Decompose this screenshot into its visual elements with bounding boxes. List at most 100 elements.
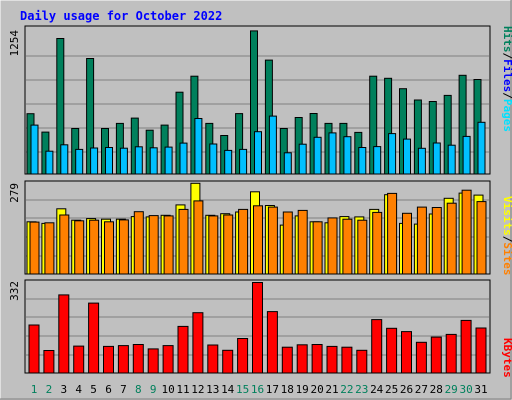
sites-bar	[89, 219, 100, 275]
files-bar	[358, 147, 367, 175]
legend-pages: Pages	[501, 99, 512, 132]
kbytes-bar	[252, 282, 263, 374]
day-label: 6	[105, 383, 112, 396]
sites-bar	[461, 189, 472, 275]
sites-bar	[253, 205, 263, 275]
files-bar	[373, 146, 382, 175]
kbytes-bar	[58, 294, 70, 374]
day-label: 15	[236, 383, 249, 396]
sites-bar	[74, 220, 85, 275]
sites-bar	[238, 208, 249, 275]
day-label: 17	[266, 383, 279, 396]
kbytes-bar	[445, 333, 457, 374]
kbytes-bar	[386, 327, 398, 374]
files-bar	[477, 121, 486, 175]
files-bar	[75, 148, 84, 175]
day-label: 22	[340, 383, 353, 396]
y-max-label-hits: 1254	[8, 30, 21, 57]
sites-bar	[327, 217, 338, 275]
files-bar	[462, 135, 471, 175]
legend-hits-files-pages: Hits/Files/Pages	[501, 26, 512, 132]
day-label: 13	[206, 383, 219, 396]
files-bar	[60, 144, 69, 175]
sites-bar	[193, 200, 204, 275]
day-label: 7	[120, 383, 127, 396]
kbytes-bar	[326, 345, 338, 374]
kbytes-bar	[296, 344, 308, 374]
x-axis-day-labels: 1 2 3 4 5 6 7 8 9 10 11 12 13 14 15 16 17 18 19 20 21 22 23 24 2…	[31, 383, 488, 396]
day-label: 4	[75, 383, 82, 396]
kbytes-bar	[162, 345, 174, 374]
files-bar	[105, 147, 113, 175]
sites-bar	[282, 211, 293, 275]
files-bar	[239, 148, 248, 175]
bars-layer	[26, 30, 487, 374]
kbytes-bar	[73, 345, 85, 374]
files-bar	[328, 132, 337, 175]
day-label: 11	[176, 383, 189, 396]
kbytes-bar	[311, 344, 323, 374]
kbytes-bar	[356, 349, 368, 374]
day-label: 28	[430, 383, 443, 396]
files-bar	[432, 142, 441, 175]
sites-bar	[297, 209, 308, 275]
sites-bar	[208, 215, 219, 275]
y-max-label-visits: 279	[8, 183, 21, 203]
sites-bar	[357, 219, 368, 275]
files-bar	[119, 147, 128, 175]
hits-bar	[56, 38, 65, 175]
legend-separator: /	[501, 92, 512, 99]
sites-bar	[312, 221, 323, 275]
sites-bar	[476, 201, 487, 275]
files-bar	[179, 142, 188, 175]
day-label: 23	[355, 383, 368, 396]
legend-hits: Hits	[501, 26, 512, 53]
files-bar	[417, 147, 426, 175]
day-label: 24	[370, 383, 384, 396]
sites-bar	[133, 211, 144, 275]
day-label: 27	[415, 383, 428, 396]
kbytes-bar	[415, 341, 427, 374]
day-label: 8	[135, 383, 142, 396]
sites-bar	[431, 207, 442, 275]
sites-bar	[387, 192, 398, 275]
sites-bar	[59, 214, 70, 275]
kbytes-bar	[401, 331, 412, 374]
files-bar	[90, 147, 99, 175]
files-bar	[194, 118, 203, 175]
sites-bar	[118, 219, 129, 275]
files-bar	[209, 143, 218, 175]
files-bar	[388, 133, 397, 175]
kbytes-bar	[475, 327, 487, 374]
kbytes-bar	[28, 324, 40, 374]
sites-bar	[372, 211, 383, 275]
sites-bar	[223, 214, 234, 275]
day-label: 5	[90, 383, 97, 396]
files-bar	[403, 138, 411, 175]
kbytes-bar	[266, 311, 278, 374]
kbytes-bar	[88, 302, 100, 374]
chart-title: Daily usage for October 2022	[20, 9, 222, 23]
legend-separator: /	[501, 236, 512, 243]
sites-bar	[416, 206, 427, 275]
sites-bar	[44, 222, 55, 275]
day-label: 29	[445, 383, 458, 396]
day-label: 31	[474, 383, 487, 396]
files-bar	[298, 143, 307, 175]
files-bar	[134, 146, 143, 175]
kbytes-bar	[103, 345, 114, 374]
kbytes-bar	[371, 319, 383, 374]
kbytes-bar	[430, 336, 442, 374]
kbytes-bar	[147, 348, 159, 374]
day-label: 25	[385, 383, 398, 396]
files-bar	[283, 152, 292, 175]
files-bar	[447, 144, 456, 175]
day-label: 2	[46, 383, 53, 396]
day-label: 21	[325, 383, 338, 396]
sites-bar	[178, 208, 189, 275]
sites-bar	[163, 215, 174, 275]
legend-files: Files	[501, 59, 512, 92]
sites-bar	[104, 221, 114, 275]
kbytes-bar	[341, 346, 353, 374]
